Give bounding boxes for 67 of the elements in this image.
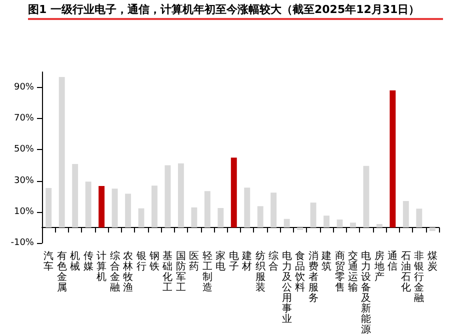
bar [336, 220, 343, 228]
x-tick-label: 石油石化 [400, 250, 411, 294]
bar [112, 188, 118, 228]
y-tick-label: 10% [14, 206, 34, 217]
x-tick-label: 电力及公用事业 [282, 250, 292, 325]
bar [85, 182, 92, 228]
bar [270, 192, 277, 228]
bar [284, 218, 290, 228]
bar [72, 164, 78, 228]
y-tick-label: 70% [14, 114, 34, 124]
x-tick-label: 银行 [135, 250, 146, 272]
x-tick-label: 房地产 [373, 250, 384, 283]
x-tick-label: 电力设备及新能源 [361, 250, 372, 335]
bar [164, 165, 171, 228]
chart-title: 图1 一级行业电子，通信，计算机年初至今涨幅较大（截至2025年12月31日） [28, 2, 420, 17]
bar [218, 208, 224, 228]
x-tick-label: 传媒 [83, 250, 94, 272]
y-tick-label: 30% [14, 176, 34, 186]
x-tick-label: 煤炭 [427, 250, 438, 272]
x-tick-label: 商贸零售 [334, 250, 345, 294]
bar [178, 163, 184, 228]
bar [191, 207, 198, 228]
x-tick-label: 计算机 [96, 250, 107, 283]
x-tick-label: 国防军工 [176, 250, 186, 294]
bar [138, 208, 144, 228]
x-tick-label: 农林牧渔 [122, 250, 134, 294]
x-tick-label: 非银行金融 [413, 250, 424, 304]
bar [363, 166, 370, 228]
bar [230, 158, 237, 228]
x-tick-label: 电子 [228, 250, 239, 272]
x-tick-label: 建筑 [320, 250, 332, 272]
x-tick-label: 有色金属 [56, 250, 67, 294]
bar [58, 76, 65, 228]
x-tick-label: 医药 [189, 250, 200, 272]
x-tick-label: 消费者服务 [308, 250, 318, 304]
x-tick-label: 基础化工 [162, 250, 173, 294]
bar [297, 227, 304, 230]
bar [310, 202, 316, 228]
x-tick-label: 综合金融 [110, 250, 120, 294]
bar [429, 227, 436, 232]
x-tick-label: 食品饮料 [294, 250, 306, 294]
x-tick-label: 综合 [268, 250, 279, 272]
bar [204, 191, 210, 228]
x-tick-label: 家电 [216, 250, 226, 272]
x-tick-label: 纺织服装 [255, 250, 266, 294]
bar [416, 208, 422, 228]
x-tick-label: 钢铁 [148, 250, 160, 272]
bar [257, 206, 264, 228]
y-tick-label: 50% [14, 144, 34, 155]
bar [98, 186, 105, 228]
bar [324, 216, 330, 228]
bar [350, 222, 356, 228]
bar [152, 186, 158, 228]
x-tick-label: 交通运输 [348, 250, 358, 294]
x-tick-label: 通信 [388, 250, 398, 272]
y-tick-label: 90% [14, 82, 34, 93]
bar [46, 188, 52, 228]
bar [402, 201, 409, 228]
y-tick-label: -10% [10, 238, 34, 248]
bar [376, 224, 382, 228]
bar [125, 194, 131, 228]
x-tick-label: 轻工制造 [202, 250, 212, 294]
x-tick-label: 汽车 [44, 250, 54, 272]
x-tick-label: 建材 [241, 250, 252, 272]
bar [390, 90, 396, 228]
bar [244, 188, 250, 228]
x-tick-label: 机械 [70, 250, 80, 272]
